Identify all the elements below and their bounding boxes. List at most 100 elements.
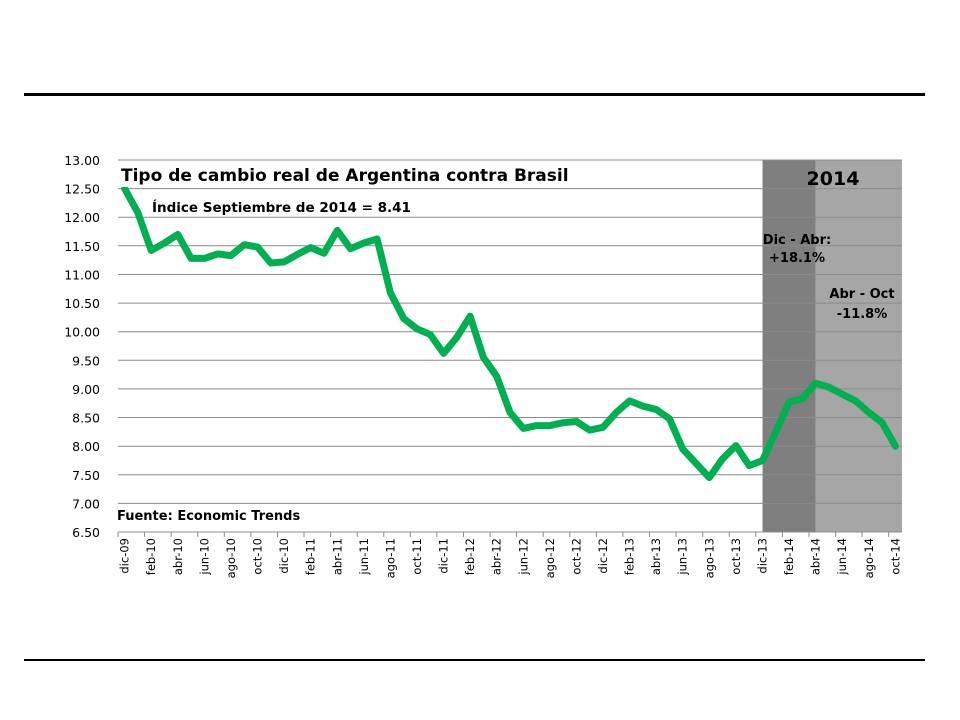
chart-title: Tipo de cambio real de Argentina contra … (121, 166, 569, 186)
data-point (510, 412, 511, 413)
year-2014-label: 2014 (807, 168, 860, 190)
data-point (669, 418, 670, 419)
dic-abr-label: Dic - Abr: (763, 233, 831, 248)
data-point (576, 421, 577, 422)
data-point (842, 394, 843, 395)
data-point (616, 412, 617, 413)
data-point (470, 316, 471, 317)
y-tick-label: 13.00 (64, 153, 100, 168)
data-point (284, 261, 285, 262)
x-tick-label: dic-10 (277, 538, 291, 574)
y-tick-label: 8.50 (72, 411, 100, 426)
x-tick-label: ago-14 (862, 538, 876, 578)
x-tick-label: dic-13 (756, 538, 770, 574)
source-note: Fuente: Economic Trends (117, 509, 300, 524)
data-point (403, 318, 404, 319)
y-tick-label: 12.50 (64, 182, 100, 197)
data-point (310, 247, 311, 248)
y-tick-label: 8.00 (72, 439, 100, 454)
series (121, 185, 899, 482)
y-tick-label: 7.00 (72, 496, 100, 511)
x-tick-label: dic-11 (437, 538, 451, 574)
x-tick-label: ago-10 (224, 538, 238, 578)
data-point (124, 188, 125, 189)
x-tick-label: abr-11 (330, 538, 344, 575)
data-point (656, 409, 657, 410)
x-tick-label: ago-12 (543, 538, 557, 578)
data-point (828, 387, 829, 388)
y-tick-label: 11.50 (64, 239, 100, 254)
x-tick-label: dic-09 (118, 538, 132, 574)
x-tick-label: feb-12 (463, 538, 477, 575)
x-tick-label: jun-13 (676, 538, 690, 576)
x-tick-label: feb-10 (144, 538, 158, 575)
x-tick-label: dic-12 (596, 538, 610, 574)
data-point (523, 428, 524, 429)
data-point (483, 357, 484, 358)
x-tick-label: jun-10 (197, 538, 211, 576)
data-point (882, 422, 883, 423)
data-point (549, 425, 550, 426)
x-axis: dic-09 feb-10 abr-10 jun-10 ago-10 oct-10 dic-… (117, 531, 902, 578)
x-tick-label: abr-14 (809, 538, 823, 575)
data-point (337, 230, 338, 231)
x-tick-label: ago-13 (702, 538, 716, 578)
data-point (177, 234, 178, 235)
data-point (257, 247, 258, 248)
data-point (443, 353, 444, 354)
shaded-regions (762, 160, 902, 532)
y-tick-label: 9.00 (72, 382, 100, 397)
data-point (496, 376, 497, 377)
data-point (324, 253, 325, 254)
data-point (855, 400, 856, 401)
shaded-region (815, 160, 902, 532)
data-point (749, 465, 750, 466)
shaded-region (762, 160, 816, 532)
data-point (775, 431, 776, 432)
series-line (121, 185, 899, 482)
abr-oct-value: -11.8% (837, 307, 888, 322)
y-tick-label: 11.00 (64, 268, 100, 283)
dic-abr-value: +18.1% (769, 251, 825, 266)
y-tick-label: 7.50 (72, 468, 100, 483)
x-tick-label: oct-13 (729, 538, 743, 575)
x-tick-label: oct-14 (888, 538, 902, 575)
source-background (115, 505, 325, 525)
data-point (164, 243, 165, 244)
data-point (762, 460, 763, 461)
x-tick-label: ago-11 (383, 538, 397, 578)
data-point (563, 422, 564, 423)
data-point (137, 212, 138, 213)
data-point (536, 425, 537, 426)
data-point (430, 334, 431, 335)
x-tick-label: jun-14 (835, 538, 849, 576)
x-tick-label: oct-11 (410, 538, 424, 575)
data-point (589, 430, 590, 431)
data-point (456, 337, 457, 338)
y-tick-label: 12.00 (64, 210, 100, 225)
abr-oct-label: Abr - Oct (829, 287, 894, 302)
data-point (151, 250, 152, 251)
data-point (722, 458, 723, 459)
y-tick-label: 10.00 (64, 325, 100, 340)
data-point (629, 400, 630, 401)
data-point (377, 239, 378, 240)
x-tick-label: oct-10 (251, 538, 265, 575)
data-point (642, 406, 643, 407)
data-point (895, 446, 896, 447)
data-point (682, 449, 683, 450)
data-point (709, 477, 710, 478)
x-tick-label: jun-11 (357, 538, 371, 576)
data-point (789, 402, 790, 403)
data-point (815, 383, 816, 384)
x-tick-label: jun-12 (516, 538, 530, 576)
bottom-rule (24, 659, 925, 661)
top-rule (24, 93, 925, 96)
x-tick-label: abr-13 (649, 538, 663, 575)
y-tick-label: 6.50 (72, 525, 100, 540)
y-tick-label: 9.50 (72, 353, 100, 368)
data-point (696, 463, 697, 464)
data-point (244, 244, 245, 245)
data-point (363, 243, 364, 244)
